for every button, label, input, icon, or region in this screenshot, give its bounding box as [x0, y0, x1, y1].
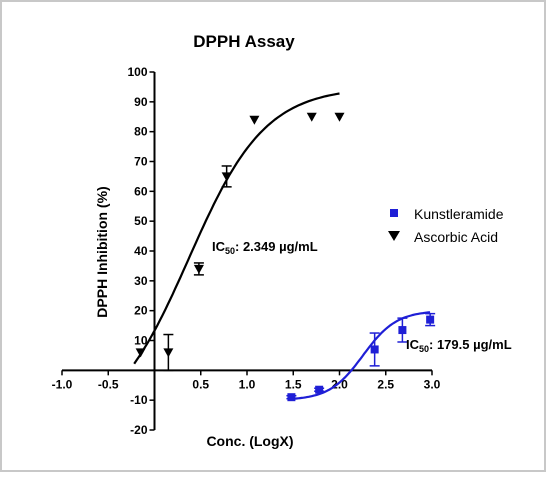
ic50-ascorbic-annotation: IC50: 2.349 µg/mL: [212, 239, 318, 256]
point-kunstleramide: [426, 315, 435, 324]
x-tick-label: -0.5: [98, 377, 119, 391]
x-tick-label: 1.5: [285, 377, 302, 391]
point-ascorbic-acid: [334, 112, 345, 122]
ic50-ascorbic-sub: 50: [225, 246, 235, 256]
data-points: [135, 112, 436, 402]
point-kunstleramide: [287, 393, 296, 402]
y-tick-label: 50: [134, 214, 148, 228]
point-kunstleramide: [370, 345, 379, 354]
y-tick-label: -10: [130, 393, 148, 407]
x-tick-label: 2.0: [331, 377, 348, 391]
y-tick-label: 60: [134, 184, 148, 198]
ic50-kunstleramide-annotation: IC50: 179.5 µg/mL: [406, 337, 512, 354]
point-ascorbic-acid: [135, 348, 146, 358]
fit-curve-ascorbic-acid: [133, 92, 340, 365]
y-tick-label: 20: [134, 304, 148, 318]
y-tick-label: -20: [130, 423, 148, 437]
point-ascorbic-acid: [306, 112, 317, 122]
legend-marker-kunstleramide: [390, 209, 398, 217]
y-axis-label: DPPH Inhibition (%): [94, 186, 110, 317]
y-axis: -20 -10 10 20 30 40 50 60 70 80 90 100: [127, 65, 156, 437]
point-ascorbic-acid: [249, 115, 260, 125]
ic50-kunstleramide-sub: 50: [419, 344, 429, 354]
legend-label-ascorbic-acid: Ascorbic Acid: [414, 229, 498, 245]
fit-curves: [133, 92, 431, 400]
point-kunstleramide: [315, 385, 324, 394]
legend-marker-ascorbic-acid: [388, 231, 400, 241]
y-tick-label: 40: [134, 244, 148, 258]
ic50-ascorbic-value: : 2.349 µg/mL: [235, 239, 318, 254]
x-tick-label: -1.0: [52, 377, 73, 391]
y-tick-label: 70: [134, 155, 148, 169]
point-ascorbic-acid: [221, 172, 232, 182]
x-tick-label: 3.0: [424, 377, 441, 391]
ic50-kunstleramide-value: : 179.5 µg/mL: [429, 337, 512, 352]
x-tick-label: 2.5: [377, 377, 394, 391]
legend-label-kunstleramide: Kunstleramide: [414, 206, 504, 222]
y-tick-label: 30: [134, 274, 148, 288]
point-ascorbic-acid: [163, 348, 174, 358]
legend: Kunstleramide Ascorbic Acid: [388, 206, 504, 245]
y-tick-label: 90: [134, 95, 148, 109]
x-axis-label: Conc. (LogX): [206, 433, 293, 449]
y-tick-label: 10: [134, 334, 148, 348]
ic50-ascorbic-prefix: IC: [212, 239, 226, 254]
point-ascorbic-acid: [193, 264, 204, 274]
x-axis: -1.0 -0.5 0.5 1.0 1.5 2.0 2.5 3.0: [52, 369, 441, 391]
fit-curve-kunstleramide: [291, 311, 431, 400]
x-tick-label: 1.0: [239, 377, 256, 391]
y-tick-label: 100: [127, 65, 147, 79]
y-tick-label: 80: [134, 125, 148, 139]
chart-title: DPPH Assay: [193, 32, 295, 51]
point-kunstleramide: [398, 326, 407, 335]
ic50-kunstleramide-prefix: IC: [406, 337, 420, 352]
x-tick-label: 0.5: [192, 377, 209, 391]
